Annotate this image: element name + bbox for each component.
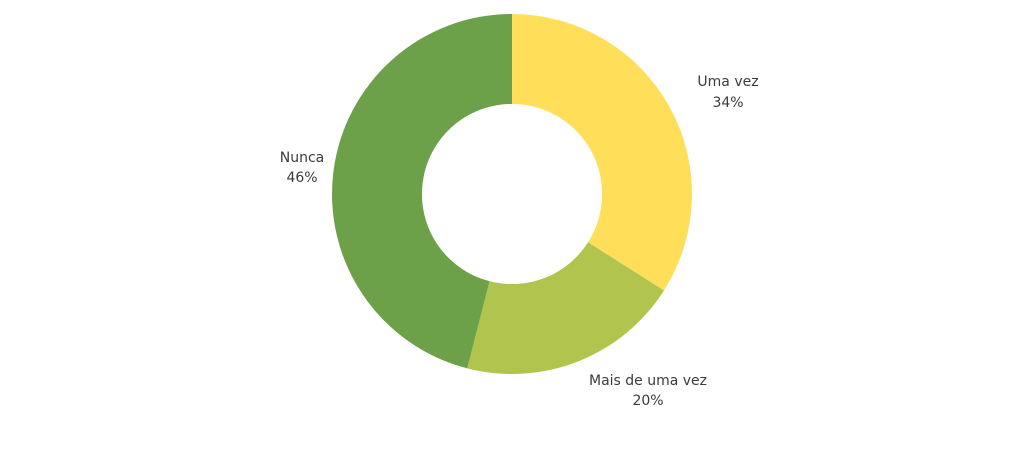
slice-name-label: Uma vez bbox=[697, 74, 758, 90]
slice-name-label: Mais de uma vez bbox=[589, 373, 707, 389]
slice-value-label: 20% bbox=[632, 393, 663, 409]
slice-nunca bbox=[331, 14, 512, 369]
donut-hole bbox=[422, 104, 602, 284]
slice-value-label: 46% bbox=[286, 170, 317, 186]
slice-value-label: 34% bbox=[712, 95, 743, 111]
slice-labels: Uma vez 34% Mais de uma vez 20% Nunca 46% bbox=[280, 74, 759, 409]
slice-uma-vez bbox=[512, 14, 693, 291]
donut-slices bbox=[331, 14, 693, 374]
slice-name-label: Nunca bbox=[280, 150, 325, 166]
slice-mais-de-uma-vez bbox=[467, 242, 664, 374]
